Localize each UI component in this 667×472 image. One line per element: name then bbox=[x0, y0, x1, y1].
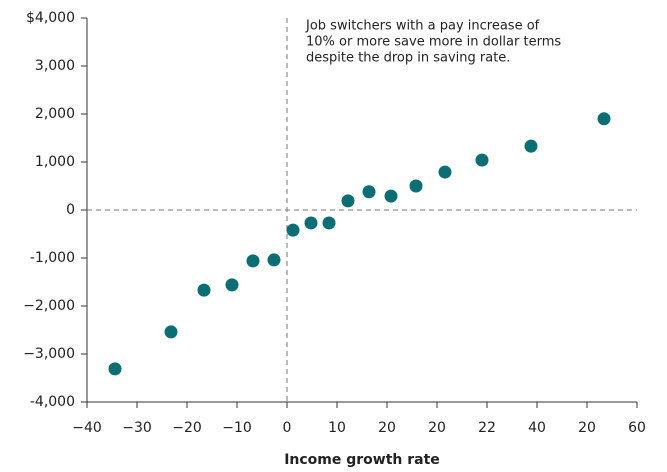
annotation: Job switchers with a pay increase of bbox=[305, 19, 540, 34]
point bbox=[164, 325, 178, 339]
x-tick-label: 20 bbox=[578, 420, 596, 436]
point bbox=[524, 139, 538, 153]
x-tick-label: 0 bbox=[283, 420, 292, 436]
y-tick-label: 2,000 bbox=[35, 106, 75, 122]
point bbox=[322, 216, 336, 230]
x-tick-label: −20 bbox=[172, 420, 202, 436]
point bbox=[409, 179, 423, 193]
point bbox=[475, 153, 489, 167]
x-tick-label: 20 bbox=[378, 420, 396, 436]
x-tick-label: 10 bbox=[328, 420, 346, 436]
x-tick-label: −30 bbox=[122, 420, 152, 436]
point bbox=[304, 216, 318, 230]
x-tick-label: 40 bbox=[528, 420, 546, 436]
annotation: despite the drop in saving rate. bbox=[306, 51, 510, 66]
y-tick-label: -4,000 bbox=[30, 394, 75, 410]
y-tick-label: $4,000 bbox=[26, 10, 75, 26]
y-tick-label: −3,000 bbox=[23, 346, 75, 362]
annotation: 10% or more save more in dollar terms bbox=[306, 35, 561, 50]
point bbox=[197, 283, 211, 297]
x-tick-label: 60 bbox=[628, 420, 646, 436]
point bbox=[438, 165, 452, 179]
point bbox=[246, 254, 260, 268]
x-axis-label: Income growth rate bbox=[284, 452, 440, 468]
y-tick-label: 0 bbox=[66, 202, 75, 218]
x-tick-label: 22 bbox=[478, 420, 496, 436]
point bbox=[267, 253, 281, 267]
point bbox=[341, 194, 355, 208]
x-tick-label: −40 bbox=[72, 420, 102, 436]
point bbox=[225, 278, 239, 292]
y-tick-label: -1,000 bbox=[30, 250, 75, 266]
point bbox=[286, 223, 300, 237]
y-tick-label: 3,000 bbox=[35, 58, 75, 74]
point bbox=[384, 189, 398, 203]
y-tick-label: 1,000 bbox=[35, 154, 75, 170]
y-tick-label: −2,000 bbox=[23, 298, 75, 314]
point bbox=[362, 185, 376, 199]
point bbox=[108, 362, 122, 376]
x-tick-label: 20 bbox=[428, 420, 446, 436]
point bbox=[597, 112, 611, 126]
x-tick-label: −10 bbox=[222, 420, 252, 436]
